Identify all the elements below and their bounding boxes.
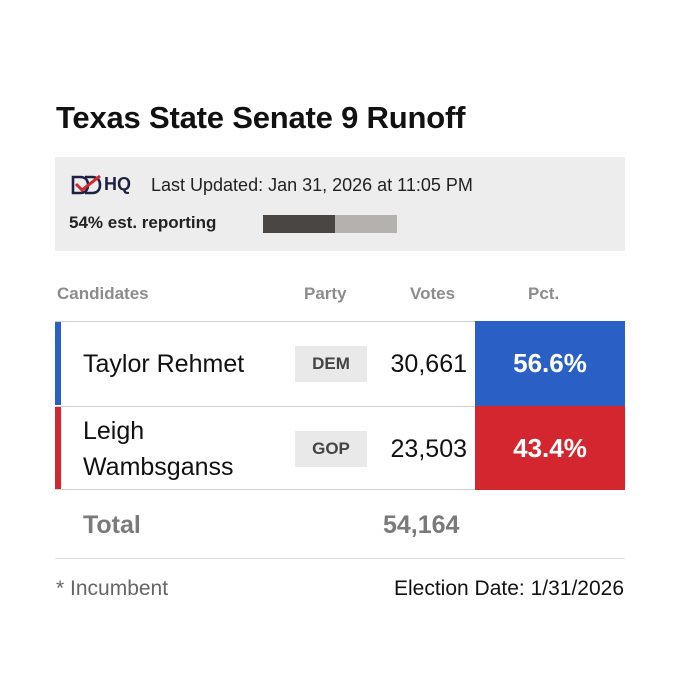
results-table: Taylor Rehmet DEM 30,661 56.6% Leigh Wam… xyxy=(55,321,625,491)
reporting-progress-bar xyxy=(263,215,397,233)
party-color-stripe xyxy=(55,322,61,405)
reporting-label: 54% est. reporting xyxy=(69,213,217,232)
column-header-pct: Pct. xyxy=(528,284,560,303)
candidate-name: Taylor Rehmet xyxy=(83,350,245,378)
last-updated: Last Updated: Jan 31, 2026 at 11:05 PM xyxy=(151,175,473,195)
status-panel: HQ Last Updated: Jan 31, 2026 at 11:05 P… xyxy=(55,157,625,251)
incumbent-note: * Incumbent xyxy=(56,577,169,600)
logo-text: HQ xyxy=(104,174,131,194)
vote-percentage: 56.6% xyxy=(475,321,625,406)
divider xyxy=(55,558,625,559)
vote-percentage: 43.4% xyxy=(475,406,625,490)
party-badge: DEM xyxy=(295,346,367,382)
total-votes: 54,164 xyxy=(383,511,460,539)
vote-count: 23,503 xyxy=(390,435,467,463)
race-title: Texas State Senate 9 Runoff xyxy=(56,100,466,135)
ddhq-logo: HQ xyxy=(71,174,131,195)
column-header-votes: Votes xyxy=(410,284,456,303)
candidate-row: Leigh Wambsganss GOP 23,503 43.4% xyxy=(55,406,625,490)
total-label: Total xyxy=(83,511,141,539)
column-header-party: Party xyxy=(304,284,347,303)
candidate-name: Leigh Wambsganss xyxy=(83,417,234,481)
vote-count: 30,661 xyxy=(390,350,467,378)
party-badge: GOP xyxy=(295,431,367,467)
election-date: Election Date: 1/31/2026 xyxy=(394,577,624,600)
candidate-row: Taylor Rehmet DEM 30,661 56.6% xyxy=(55,321,625,406)
reporting-progress-fill xyxy=(263,215,336,233)
party-color-stripe xyxy=(55,407,61,489)
ddhq-check-logo-icon xyxy=(71,174,102,194)
column-header-candidates: Candidates xyxy=(57,284,149,303)
